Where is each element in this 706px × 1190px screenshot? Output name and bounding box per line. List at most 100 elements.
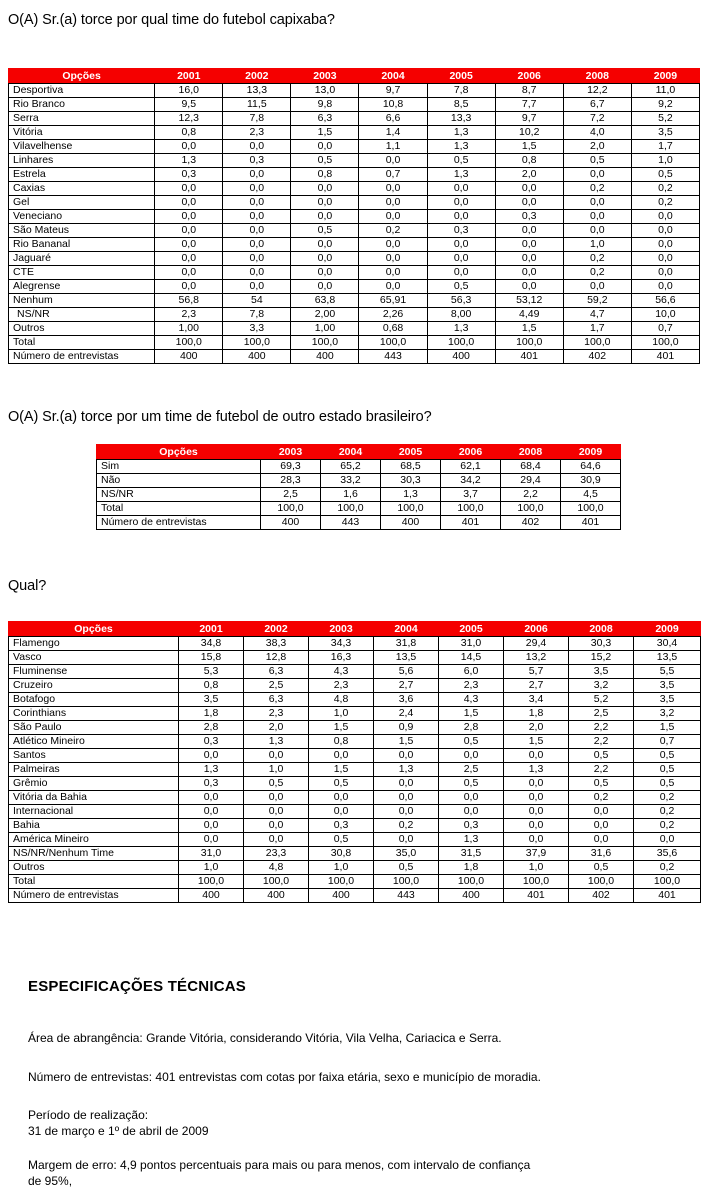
row-label: Total (96, 501, 261, 516)
row-value: 9,2 (630, 97, 701, 112)
row-value: 68,4 (500, 459, 561, 474)
question-heading-2: O(A) Sr.(a) torce por um time de futebol… (8, 409, 432, 425)
row-value: 0,0 (178, 748, 244, 763)
row-label: Total (8, 874, 179, 889)
row-value: 0,0 (222, 195, 292, 210)
table-row: Botafogo 3,5 6,3 4,8 3,6 4,3 3,4 5,2 3,5 (8, 692, 701, 707)
row-value: 12,2 (562, 83, 632, 98)
row-label: Botafogo (8, 692, 179, 707)
row-value: 0,0 (178, 832, 244, 847)
row-value: 1,1 (358, 139, 428, 154)
row-value: 2,2 (568, 720, 634, 735)
row-value: 0,5 (243, 776, 309, 791)
table-row: Alegrense 0,0 0,0 0,0 0,0 0,5 0,0 0,0 0,0 (7, 279, 701, 294)
row-value: 100,0 (308, 874, 374, 889)
table-row: Sim 69,3 65,2 68,5 62,1 68,4 64,6 (96, 459, 621, 474)
row-value: 0,2 (630, 195, 701, 210)
row-label: Rio Bananal (7, 237, 156, 252)
row-value: 34,2 (440, 473, 501, 488)
row-value: 400 (178, 888, 244, 903)
row-value: 0,0 (438, 790, 504, 805)
table-row: Rio Branco 9,5 11,5 9,8 10,8 8,5 7,7 6,7 9,2 (7, 97, 701, 112)
row-value: 4,49 (494, 307, 564, 322)
row-value: 0,5 (438, 776, 504, 791)
row-value: 0,0 (154, 251, 224, 266)
row-value: 1,3 (243, 734, 309, 749)
row-value: 0,0 (373, 790, 439, 805)
row-value: 38,3 (243, 636, 309, 651)
row-value: 0,0 (426, 265, 496, 280)
row-value: 2,00 (290, 307, 360, 322)
row-value: 0,0 (426, 181, 496, 196)
row-label: Vitória (7, 125, 156, 140)
column-header-year: 2002 (222, 68, 292, 84)
row-value: 2,0 (243, 720, 309, 735)
table-row: Vitória 0,8 2,3 1,5 1,4 1,3 10,2 4,0 3,5 (7, 125, 701, 140)
row-value: 1,3 (426, 321, 496, 336)
row-value: 0,0 (154, 237, 224, 252)
table-row: Número de entrevistas 400 400 400 443 400 401 4… (8, 888, 701, 903)
row-value: 0,5 (630, 167, 701, 182)
column-header-year: 2002 (243, 621, 309, 637)
row-value: 8,00 (426, 307, 496, 322)
row-value: 0,0 (494, 181, 564, 196)
row-value: 0,0 (630, 237, 701, 252)
row-value: 400 (308, 888, 374, 903)
row-value: 0,0 (243, 818, 309, 833)
row-label: São Paulo (8, 720, 179, 735)
row-value: 30,4 (633, 636, 701, 651)
row-value: 10,0 (630, 307, 701, 322)
row-value: 69,3 (260, 459, 321, 474)
row-value: 1,0 (178, 860, 244, 875)
row-value: 2,2 (568, 734, 634, 749)
row-value: 12,8 (243, 650, 309, 665)
row-value: 1,3 (426, 167, 496, 182)
row-value: 0,0 (290, 237, 360, 252)
row-value: 1,3 (178, 762, 244, 777)
row-value: 0,0 (503, 748, 569, 763)
row-value: 3,7 (440, 487, 501, 502)
table-row: Total 100,0 100,0 100,0 100,0 100,0 100,0 (96, 501, 621, 516)
row-label: Desportiva (7, 83, 156, 98)
row-value: 0,5 (426, 153, 496, 168)
row-label: Não (96, 473, 261, 488)
row-value: 3,2 (568, 678, 634, 693)
row-value: 0,0 (154, 181, 224, 196)
row-value: 402 (500, 515, 561, 530)
row-value: 3,4 (503, 692, 569, 707)
row-label: Serra (7, 111, 156, 126)
table-row: Santos 0,0 0,0 0,0 0,0 0,0 0,0 0,5 0,5 (8, 748, 701, 763)
table-row: Corinthians 1,8 2,3 1,0 2,4 1,5 1,8 2,5 3,2 (8, 706, 701, 721)
row-value: 5,2 (568, 692, 634, 707)
row-value: 10,2 (494, 125, 564, 140)
row-value: 16,0 (154, 83, 224, 98)
row-value: 0,0 (494, 251, 564, 266)
row-value: 2,3 (222, 125, 292, 140)
row-value: 8,5 (426, 97, 496, 112)
row-value: 1,7 (562, 321, 632, 336)
row-label: Gel (7, 195, 156, 210)
row-value: 0,3 (426, 223, 496, 238)
row-value: 0,2 (373, 818, 439, 833)
row-value: 9,7 (494, 111, 564, 126)
table-row: Fluminense 5,3 6,3 4,3 5,6 6,0 5,7 3,5 5,5 (8, 664, 701, 679)
row-value: 100,0 (562, 335, 632, 350)
row-value: 400 (380, 515, 441, 530)
row-value: 0,0 (178, 804, 244, 819)
table-body: Flamengo 34,8 38,3 34,3 31,8 31,0 29,4 30,3 30,4… (8, 636, 701, 903)
row-value: 14,5 (438, 650, 504, 665)
row-value: 13,5 (633, 650, 701, 665)
row-value: 6,3 (290, 111, 360, 126)
column-header-year: 2008 (562, 68, 632, 84)
row-value: 0,5 (373, 860, 439, 875)
row-value: 13,3 (426, 111, 496, 126)
row-value: 15,2 (568, 650, 634, 665)
row-value: 0,0 (426, 251, 496, 266)
row-value: 3,2 (633, 706, 701, 721)
row-value: 13,2 (503, 650, 569, 665)
row-value: 9,5 (154, 97, 224, 112)
row-value: 0,0 (290, 209, 360, 224)
row-value: 0,2 (633, 790, 701, 805)
row-value: 29,4 (500, 473, 561, 488)
row-value: 0,0 (494, 265, 564, 280)
